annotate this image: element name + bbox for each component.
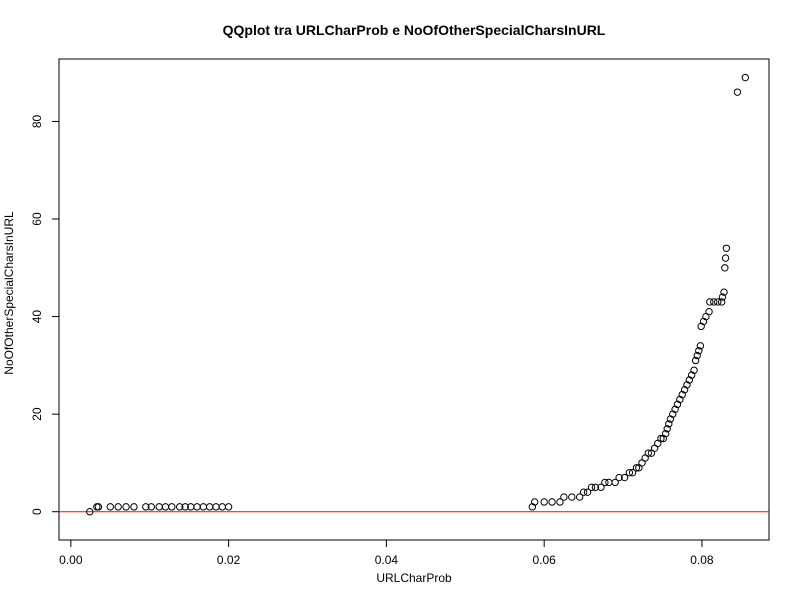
data-point xyxy=(205,503,214,511)
data-point xyxy=(611,478,619,487)
data-point xyxy=(560,493,568,501)
data-point xyxy=(718,293,727,301)
data-point xyxy=(690,366,698,374)
data-point xyxy=(147,503,156,511)
data-point xyxy=(193,503,201,511)
data-point xyxy=(224,503,233,511)
data-point xyxy=(94,503,103,511)
data-point xyxy=(531,498,539,506)
x-tick-label: 0.02 xyxy=(217,553,241,567)
data-point xyxy=(620,473,629,482)
y-tick-label: 20 xyxy=(30,407,44,421)
data-point xyxy=(717,298,726,306)
data-point xyxy=(644,449,652,457)
data-point xyxy=(628,468,637,477)
data-point xyxy=(199,503,208,511)
data-point xyxy=(720,288,728,296)
data-point xyxy=(575,493,584,501)
data-point xyxy=(661,429,670,438)
data-points xyxy=(86,73,750,516)
data-point xyxy=(583,488,592,496)
x-tick-label: 0.08 xyxy=(690,553,714,567)
data-point xyxy=(693,351,701,360)
data-point xyxy=(122,503,130,511)
data-point xyxy=(721,254,730,262)
data-point xyxy=(691,356,700,365)
data-point xyxy=(130,503,138,511)
data-point xyxy=(161,503,170,511)
y-tick-label: 40 xyxy=(30,310,44,324)
data-point xyxy=(705,307,713,316)
data-point xyxy=(218,503,227,511)
data-point xyxy=(579,488,588,496)
data-point xyxy=(615,473,623,482)
data-point xyxy=(625,468,634,477)
data-point xyxy=(741,73,750,82)
y-axis-label: NoOfOtherSpecialCharsInURL xyxy=(2,211,16,375)
x-tick-label: 0.06 xyxy=(532,553,556,567)
plot-frame xyxy=(58,58,770,541)
data-point xyxy=(540,498,548,506)
data-point xyxy=(568,493,576,501)
data-point xyxy=(212,503,220,511)
data-point xyxy=(696,342,705,350)
data-point xyxy=(663,425,671,433)
data-point xyxy=(106,503,114,511)
data-point xyxy=(632,464,641,472)
x-tick-label: 0.04 xyxy=(375,553,399,567)
data-point xyxy=(597,483,605,492)
chart-title: QQplot tra URLCharProb e NoOfOtherSpecia… xyxy=(223,22,606,38)
data-point xyxy=(722,244,731,252)
data-point xyxy=(176,503,184,511)
data-point xyxy=(605,478,613,487)
data-point xyxy=(155,503,163,511)
x-axis: 0.00 0.02 0.04 0.06 0.08 xyxy=(59,539,714,567)
y-axis: 0 20 40 60 80 xyxy=(30,114,60,515)
data-point xyxy=(114,503,122,511)
data-point xyxy=(556,498,564,506)
y-tick-label: 80 xyxy=(30,114,44,128)
data-point xyxy=(142,503,150,511)
data-point xyxy=(86,508,94,516)
data-point xyxy=(591,483,600,492)
data-point xyxy=(181,503,189,511)
data-point xyxy=(733,88,742,96)
x-tick-label: 0.00 xyxy=(59,553,83,567)
data-point xyxy=(601,478,609,487)
x-axis-label: URLCharProb xyxy=(376,571,452,585)
y-tick-label: 0 xyxy=(30,508,44,515)
data-point xyxy=(587,483,596,492)
data-point xyxy=(665,420,673,428)
data-point xyxy=(710,298,718,306)
data-point xyxy=(721,264,729,272)
data-point xyxy=(657,434,665,443)
data-point xyxy=(548,498,556,506)
data-point xyxy=(714,298,722,306)
data-point xyxy=(706,298,714,306)
data-point xyxy=(168,503,176,511)
y-tick-label: 60 xyxy=(30,212,44,226)
data-point xyxy=(695,347,703,355)
